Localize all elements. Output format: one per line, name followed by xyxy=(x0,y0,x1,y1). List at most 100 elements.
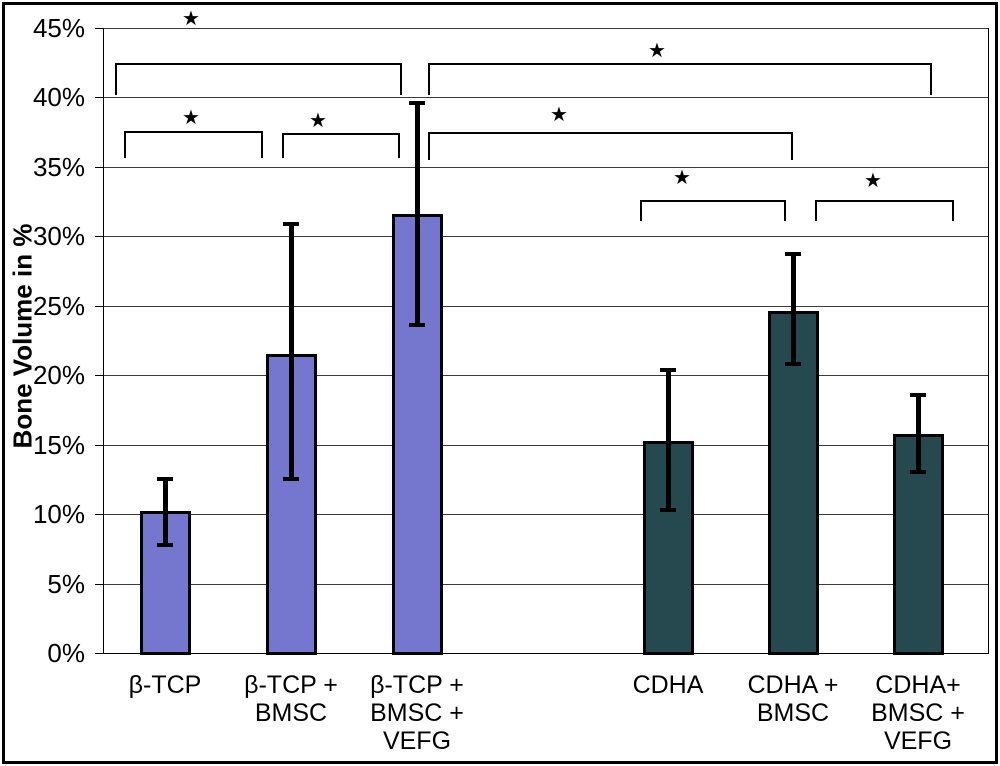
y-tick-label: 20% xyxy=(32,360,85,390)
significance-bracket-end xyxy=(640,200,642,221)
y-axis-tick xyxy=(95,584,103,585)
significance-bracket-end xyxy=(952,200,954,221)
y-axis-tick xyxy=(95,306,103,307)
significance-bracket xyxy=(124,131,263,133)
significance-bracket-end xyxy=(784,200,786,221)
significance-bracket-end xyxy=(124,131,126,158)
error-bar-cap-bottom xyxy=(157,542,173,547)
x-axis-label-line: CDHA xyxy=(632,671,704,699)
x-axis-label: β-TCP + BMSC + VEFG xyxy=(337,671,497,755)
significance-bracket-end xyxy=(791,132,793,160)
gridline xyxy=(103,236,988,237)
x-axis-label-line: β-TCP xyxy=(128,671,202,699)
significance-bracket xyxy=(428,63,932,65)
y-axis-tick xyxy=(95,28,103,29)
x-axis-label: CDHA+ BMSC + VEFG xyxy=(838,671,998,755)
gridline xyxy=(103,375,988,376)
significance-bracket-end xyxy=(282,133,284,158)
y-tick-label: 15% xyxy=(32,430,85,460)
x-axis-label: CDHA + BMSC xyxy=(713,671,873,727)
significance-star: ★ xyxy=(648,40,666,62)
significance-bracket xyxy=(815,200,954,202)
gridline xyxy=(103,28,988,29)
significance-bracket xyxy=(428,132,793,134)
error-bar-cap-top xyxy=(283,221,299,226)
significance-star: ★ xyxy=(673,167,691,189)
x-axis-label-line: VEFG xyxy=(382,727,452,755)
error-bar-whisker xyxy=(791,254,796,365)
y-axis-tick xyxy=(95,236,103,237)
gridline xyxy=(103,306,988,307)
x-axis-label: CDHA xyxy=(588,671,748,699)
error-bar-cap-bottom xyxy=(409,323,425,328)
x-axis-label-line: VEFG xyxy=(883,727,953,755)
significance-bracket-end xyxy=(400,63,402,95)
gridline xyxy=(103,167,988,168)
significance-bracket-end xyxy=(398,133,400,158)
error-bar-cap-bottom xyxy=(910,470,926,475)
y-axis-tick xyxy=(95,97,103,98)
error-bar-cap-bottom xyxy=(660,507,676,512)
y-tick-label: 10% xyxy=(32,499,85,529)
x-axis-label-line: BMSC + xyxy=(871,699,965,727)
x-axis-label: β-TCP + BMSC xyxy=(211,671,371,727)
error-bar-cap-top xyxy=(409,101,425,105)
error-bar-cap-bottom xyxy=(785,362,801,367)
x-axis-label-line: BMSC xyxy=(254,699,328,727)
error-bar-cap-top xyxy=(660,367,676,372)
bar-0 xyxy=(139,511,191,655)
error-bar-whisker xyxy=(163,479,168,545)
error-bar-whisker xyxy=(415,103,420,326)
significance-star: ★ xyxy=(182,8,200,30)
significance-bracket-end xyxy=(428,132,430,160)
y-axis-tick xyxy=(95,514,103,515)
significance-star: ★ xyxy=(864,170,882,192)
significance-star: ★ xyxy=(309,110,327,132)
y-tick-label: 0% xyxy=(47,638,85,668)
y-tick-label: 30% xyxy=(32,221,85,251)
x-axis-label-line: β-TCP + xyxy=(244,671,338,699)
significance-star: ★ xyxy=(550,104,568,126)
y-tick-label: 5% xyxy=(47,569,85,599)
y-axis-tick xyxy=(95,653,103,654)
significance-bracket xyxy=(640,200,786,202)
gridline xyxy=(103,584,988,585)
significance-bracket-end xyxy=(815,200,817,221)
x-axis-label-line: CDHA+ xyxy=(875,671,961,699)
y-axis-tick xyxy=(95,167,103,168)
y-axis-label: Bone Volume in % xyxy=(7,223,38,449)
error-bar-whisker xyxy=(289,223,294,480)
significance-bracket xyxy=(282,133,400,135)
y-axis-tick xyxy=(95,445,103,446)
y-axis-line xyxy=(103,28,104,653)
x-axis-label-line: β-TCP + xyxy=(370,671,464,699)
x-axis-label: β-TCP xyxy=(85,671,245,699)
significance-bracket-end xyxy=(428,63,430,95)
error-bar-whisker xyxy=(666,369,671,510)
significance-star: ★ xyxy=(182,107,200,129)
significance-bracket-end xyxy=(261,131,263,158)
bar-4 xyxy=(767,311,819,655)
x-axis-label-line: BMSC + xyxy=(370,699,464,727)
y-tick-label: 25% xyxy=(32,291,85,321)
y-tick-label: 45% xyxy=(32,13,85,43)
error-bar-cap-top xyxy=(785,252,801,257)
y-tick-label: 40% xyxy=(32,82,85,112)
error-bar-cap-top xyxy=(910,392,926,397)
significance-bracket-end xyxy=(930,63,932,95)
significance-bracket-end xyxy=(115,63,117,95)
gridline xyxy=(103,445,988,446)
x-axis-label-line: BMSC xyxy=(756,699,830,727)
y-axis-tick xyxy=(95,375,103,376)
error-bar-cap-top xyxy=(157,477,173,482)
x-axis-label-line: CDHA + xyxy=(747,671,839,699)
plot-right-border xyxy=(988,28,989,653)
significance-bracket xyxy=(115,63,402,65)
gridline xyxy=(103,97,988,98)
error-bar-whisker xyxy=(916,394,921,473)
x-axis-line xyxy=(103,653,989,654)
gridline xyxy=(103,514,988,515)
y-tick-label: 35% xyxy=(32,152,85,182)
error-bar-cap-bottom xyxy=(283,477,299,482)
